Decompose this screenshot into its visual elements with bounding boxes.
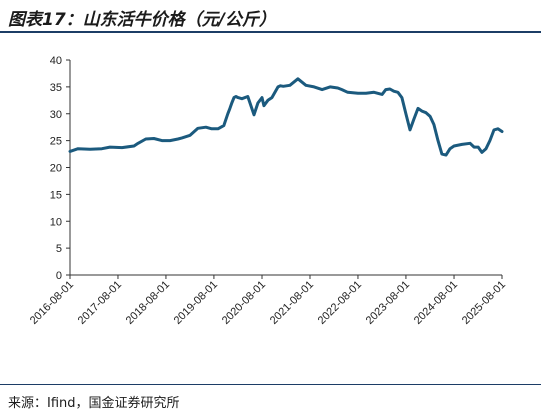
y-tick-label: 30 — [50, 109, 62, 121]
y-tick-label: 35 — [50, 82, 62, 94]
x-tick-label: 2024-08-01 — [412, 279, 460, 327]
x-tick-label: 2017-08-01 — [76, 279, 124, 327]
series-line-0 — [68, 77, 504, 157]
x-tick-label: 2022-08-01 — [316, 279, 364, 327]
x-tick-label: 2021-08-01 — [268, 279, 316, 327]
x-tick-label: 2023-08-01 — [364, 279, 412, 327]
x-tick-label: 2020-08-01 — [220, 279, 268, 327]
source-note: 来源：Ifind，国金证券研究所 — [8, 396, 180, 411]
x-tick-label: 2016-08-01 — [28, 279, 76, 327]
y-tick-label: 40 — [50, 55, 62, 67]
y-tick-label: 0 — [56, 270, 62, 282]
figure-title: 图表17：山东活牛价格（元/公斤） — [8, 10, 276, 30]
y-tick-label: 25 — [50, 136, 62, 148]
series-layer — [68, 77, 504, 157]
y-axis: 0 5 10 15 20 25 30 35 40 — [50, 55, 71, 282]
x-tick-label: 2025-08-01 — [460, 279, 508, 327]
x-axis: 2016-08-01 2017-08-01 2018-08-01 2019-08-01… — [28, 274, 508, 327]
source-rule — [0, 384, 541, 385]
title-rule — [0, 31, 541, 33]
x-tick-label: 2019-08-01 — [172, 279, 220, 327]
y-tick-label: 10 — [50, 216, 62, 228]
y-tick-label: 15 — [50, 189, 62, 201]
y-tick-label: 20 — [50, 163, 62, 175]
y-tick-label: 5 — [56, 243, 62, 255]
x-tick-label: 2018-08-01 — [124, 279, 172, 327]
